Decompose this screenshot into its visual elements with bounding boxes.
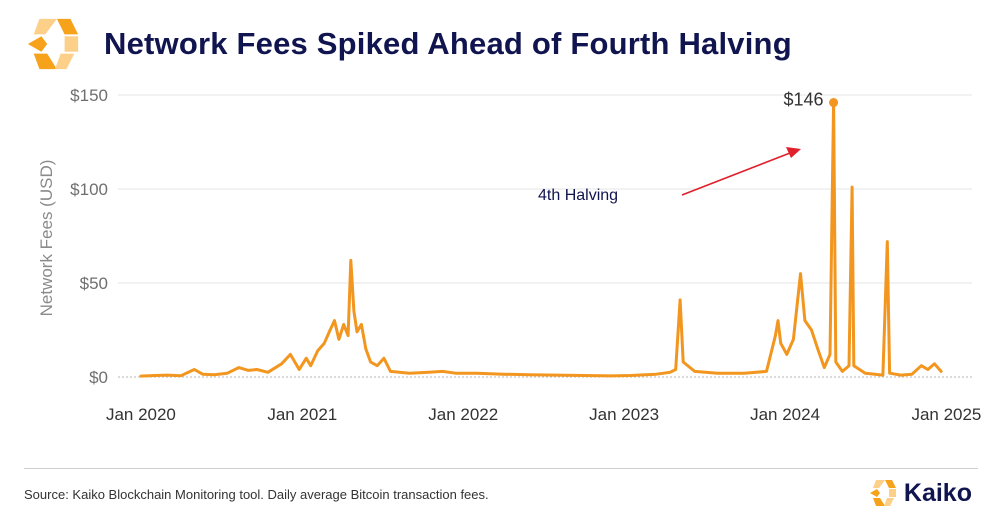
x-tick-label: Jan 2025 (911, 405, 981, 424)
y-tick-label: $150 (70, 86, 108, 105)
y-axis-label: Network Fees (USD) (37, 160, 56, 317)
x-tick-label: Jan 2023 (589, 405, 659, 424)
kaiko-brand-logo-icon (869, 480, 896, 506)
y-tick-label: $100 (70, 180, 108, 199)
annotations: 4th Halving $146 (538, 90, 839, 204)
red-arrow-icon (681, 147, 801, 196)
series-layer (139, 101, 943, 378)
y-tick-label: $50 (80, 274, 108, 293)
brand: Kaiko (868, 478, 972, 508)
y-tick-label: $0 (89, 368, 108, 387)
peak-label: $146 (784, 90, 824, 110)
kaiko-logo-icon (27, 18, 79, 70)
series-line-network-fees (139, 101, 943, 378)
page-title: Network Fees Spiked Ahead of Fourth Halv… (104, 26, 792, 61)
y-axis-ticks: $0 $50 $100 $150 (70, 86, 108, 387)
x-tick-label: Jan 2021 (267, 405, 337, 424)
x-tick-label: Jan 2024 (750, 405, 820, 424)
grid-lines (118, 94, 972, 378)
peak-point (829, 98, 839, 108)
x-axis-ticks: Jan 2020 Jan 2021 Jan 2022 Jan 2023 Jan 2024… (106, 405, 981, 424)
x-tick-label: Jan 2022 (428, 405, 498, 424)
footer-divider (24, 468, 978, 469)
brand-name: Kaiko (903, 478, 972, 507)
x-tick-label: Jan 2020 (106, 405, 176, 424)
source-note: Source: Kaiko Blockchain Monitoring tool… (24, 487, 489, 502)
header: Network Fees Spiked Ahead of Fourth Halv… (24, 14, 792, 74)
halving-annotation: 4th Halving (538, 187, 618, 204)
